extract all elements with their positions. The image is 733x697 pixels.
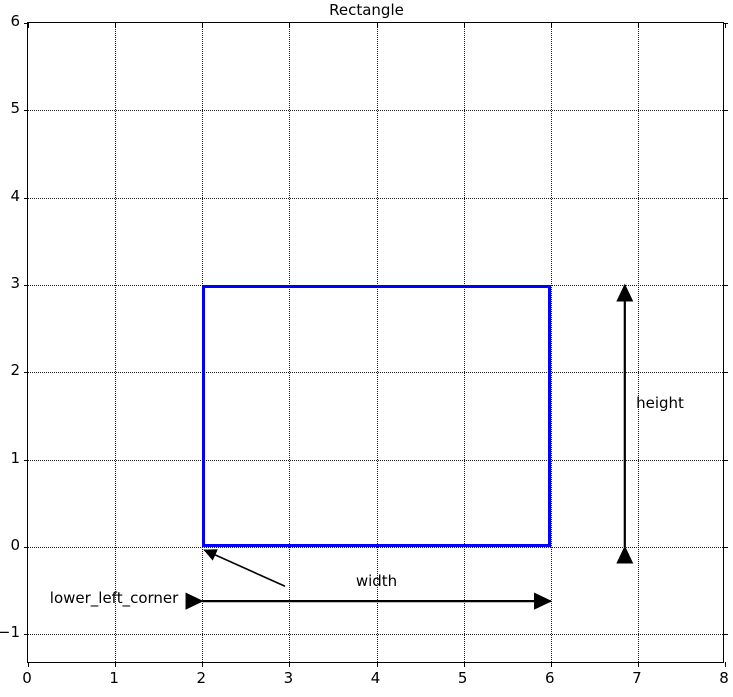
chart-title: Rectangle [329, 1, 404, 19]
x-tick-mark-top [28, 23, 29, 28]
grid-line-horizontal [28, 372, 725, 374]
y-tick-mark [23, 546, 28, 548]
y-tick-mark [23, 459, 28, 461]
y-tick-mark [23, 23, 28, 24]
y-tick-mark-right [723, 634, 728, 636]
x-tick-mark-top [376, 23, 378, 28]
y-tick-mark [23, 197, 28, 199]
x-tick-label: 1 [109, 669, 119, 687]
y-tick-label: 4 [10, 186, 20, 205]
x-tick-label: 3 [283, 669, 294, 687]
grid-line-vertical [376, 23, 378, 664]
x-tick-mark-top [637, 23, 639, 28]
x-tick-mark [463, 662, 465, 667]
y-tick-mark [23, 284, 28, 286]
grid-line-horizontal [28, 546, 725, 548]
grid-line-vertical [115, 23, 117, 664]
grid-line-horizontal [28, 197, 725, 199]
x-tick-mark-top [202, 23, 204, 28]
y-tick-label: 6 [10, 12, 20, 30]
y-tick-mark-right [723, 197, 728, 199]
y-tick-label: −1 [0, 623, 20, 642]
grid-line-horizontal [28, 459, 725, 461]
grid-line-vertical [289, 23, 291, 664]
y-tick-label: 2 [10, 361, 20, 380]
x-tick-mark-top [289, 23, 291, 28]
x-tick-mark [550, 662, 552, 667]
x-tick-label: 2 [196, 669, 207, 687]
y-tick-label: 5 [10, 99, 20, 118]
x-tick-label: 7 [632, 669, 642, 687]
y-tick-mark-right [723, 23, 728, 24]
x-tick-label: 4 [370, 669, 381, 687]
x-tick-label: 8 [719, 669, 729, 687]
y-tick-mark-right [723, 459, 728, 461]
annotation-label-height: height [636, 393, 684, 412]
annotation-label-width: width [355, 571, 398, 590]
annotation-arrow-lower-left-corner [203, 549, 286, 588]
x-tick-label: 5 [457, 669, 468, 687]
x-tick-mark [202, 662, 204, 667]
x-tick-mark [637, 662, 639, 667]
y-tick-label: 0 [10, 535, 20, 554]
grid-line-horizontal [28, 634, 725, 636]
x-tick-label: 0 [22, 669, 32, 687]
x-tick-mark [28, 662, 29, 667]
x-tick-mark-top [725, 23, 726, 28]
y-tick-label: 3 [10, 273, 20, 292]
y-tick-mark [23, 634, 28, 636]
y-tick-mark [23, 372, 28, 374]
y-tick-mark-right [723, 110, 728, 112]
y-tick-mark-right [723, 284, 728, 286]
grid-line-horizontal [28, 110, 725, 112]
grid-line-vertical [463, 23, 465, 664]
annotation-label-lower-left-corner: lower_left_corner [49, 589, 179, 608]
x-tick-mark [115, 662, 117, 667]
grid-line-vertical [637, 23, 639, 664]
y-tick-mark [23, 110, 28, 112]
x-tick-label: 6 [544, 669, 555, 687]
grid-line-vertical [550, 23, 552, 664]
x-tick-mark [289, 662, 291, 667]
y-tick-label: 1 [10, 448, 20, 467]
x-tick-mark-top [115, 23, 117, 28]
y-tick-mark-right [723, 546, 728, 548]
x-tick-mark [376, 662, 378, 667]
rectangle-patch [202, 284, 551, 547]
plot-axes: lower_left_corner width height [23, 22, 728, 667]
x-tick-mark-top [463, 23, 465, 28]
x-tick-mark-top [550, 23, 552, 28]
y-tick-mark-right [723, 372, 728, 374]
x-tick-mark [725, 662, 726, 667]
